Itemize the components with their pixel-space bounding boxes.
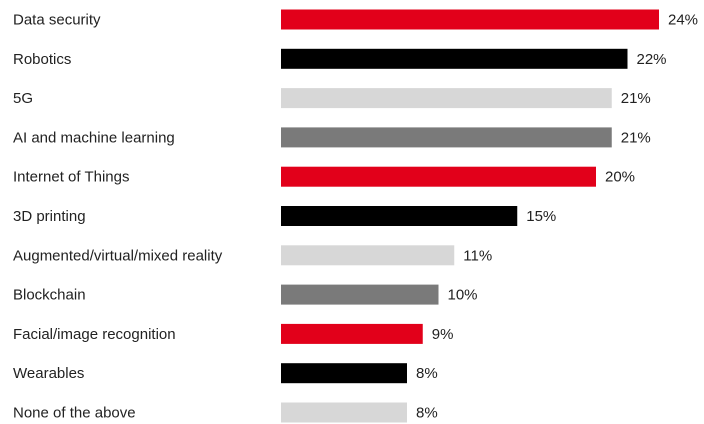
category-label: Robotics xyxy=(13,51,71,68)
value-label: 9% xyxy=(432,326,454,343)
bar xyxy=(281,88,612,109)
bar xyxy=(281,166,596,187)
category-label: Internet of Things xyxy=(13,169,129,186)
bar xyxy=(281,127,612,148)
value-label: 21% xyxy=(621,90,651,107)
bar xyxy=(281,284,439,305)
value-label: 24% xyxy=(668,12,698,29)
bar xyxy=(281,206,518,226)
bar xyxy=(281,245,455,266)
value-label: 21% xyxy=(621,129,651,146)
value-label: 8% xyxy=(416,365,438,382)
bar xyxy=(281,402,407,423)
category-label: Data security xyxy=(13,12,101,29)
category-label: None of the above xyxy=(13,405,136,422)
value-label: 20% xyxy=(605,169,635,186)
category-label: Facial/image recognition xyxy=(13,326,176,343)
bar xyxy=(281,48,628,69)
bar xyxy=(281,363,407,384)
value-label: 22% xyxy=(637,51,667,68)
category-label: Blockchain xyxy=(13,287,86,304)
category-label: 3D printing xyxy=(13,208,86,225)
category-label: 5G xyxy=(13,90,33,107)
category-label: Wearables xyxy=(13,365,84,382)
bar xyxy=(281,323,423,344)
value-label: 10% xyxy=(448,287,478,304)
category-label: AI and machine learning xyxy=(13,129,175,146)
bar xyxy=(281,9,659,30)
value-label: 15% xyxy=(526,208,556,225)
value-label: 8% xyxy=(416,405,438,422)
value-label: 11% xyxy=(463,247,492,264)
category-label: Augmented/virtual/mixed reality xyxy=(13,247,223,264)
